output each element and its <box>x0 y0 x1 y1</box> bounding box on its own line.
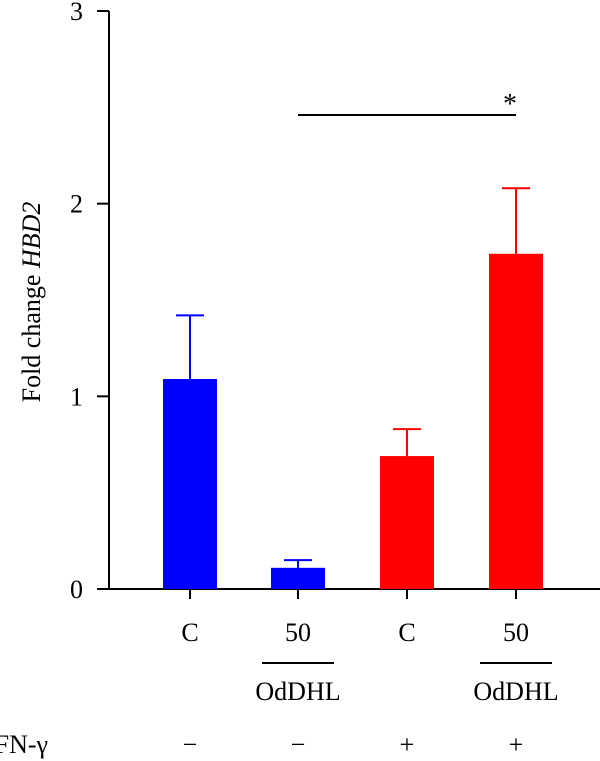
ifn-value-2: + <box>400 730 415 759</box>
y-tick-label-2: 2 <box>70 190 83 219</box>
y-tick-label-3: 3 <box>70 0 83 26</box>
bar-2 <box>380 456 434 589</box>
bar-1 <box>271 567 325 589</box>
labels: 0 1 2 3 C 50 C 50 OdDHL OdDHL IFN-γ − − + + * <box>0 0 559 759</box>
significance-marker: * <box>503 89 517 120</box>
treatment-label-0: OdDHL <box>255 677 340 706</box>
ifn-value-1: − <box>291 730 306 759</box>
treatment-label-1: OdDHL <box>473 677 558 706</box>
y-tick-label-0: 0 <box>70 575 83 604</box>
y-axis-label-text: Fold change <box>17 268 46 402</box>
x-tick-label-1: 50 <box>285 618 311 647</box>
ifn-value-3: + <box>509 730 524 759</box>
ifn-row-label: IFN-γ <box>0 730 48 759</box>
y-axis-label-gene: HBD2 <box>17 202 46 269</box>
x-tick-label-0: C <box>181 618 198 647</box>
bar-0 <box>163 378 217 589</box>
x-tick-label-3: 50 <box>503 618 529 647</box>
y-tick-label-1: 1 <box>70 382 83 411</box>
bar-3 <box>489 253 543 589</box>
bars <box>163 187 543 589</box>
x-tick-label-2: C <box>398 618 415 647</box>
y-axis-label: Fold change HBD2 <box>17 202 46 403</box>
ifn-value-0: − <box>183 730 198 759</box>
